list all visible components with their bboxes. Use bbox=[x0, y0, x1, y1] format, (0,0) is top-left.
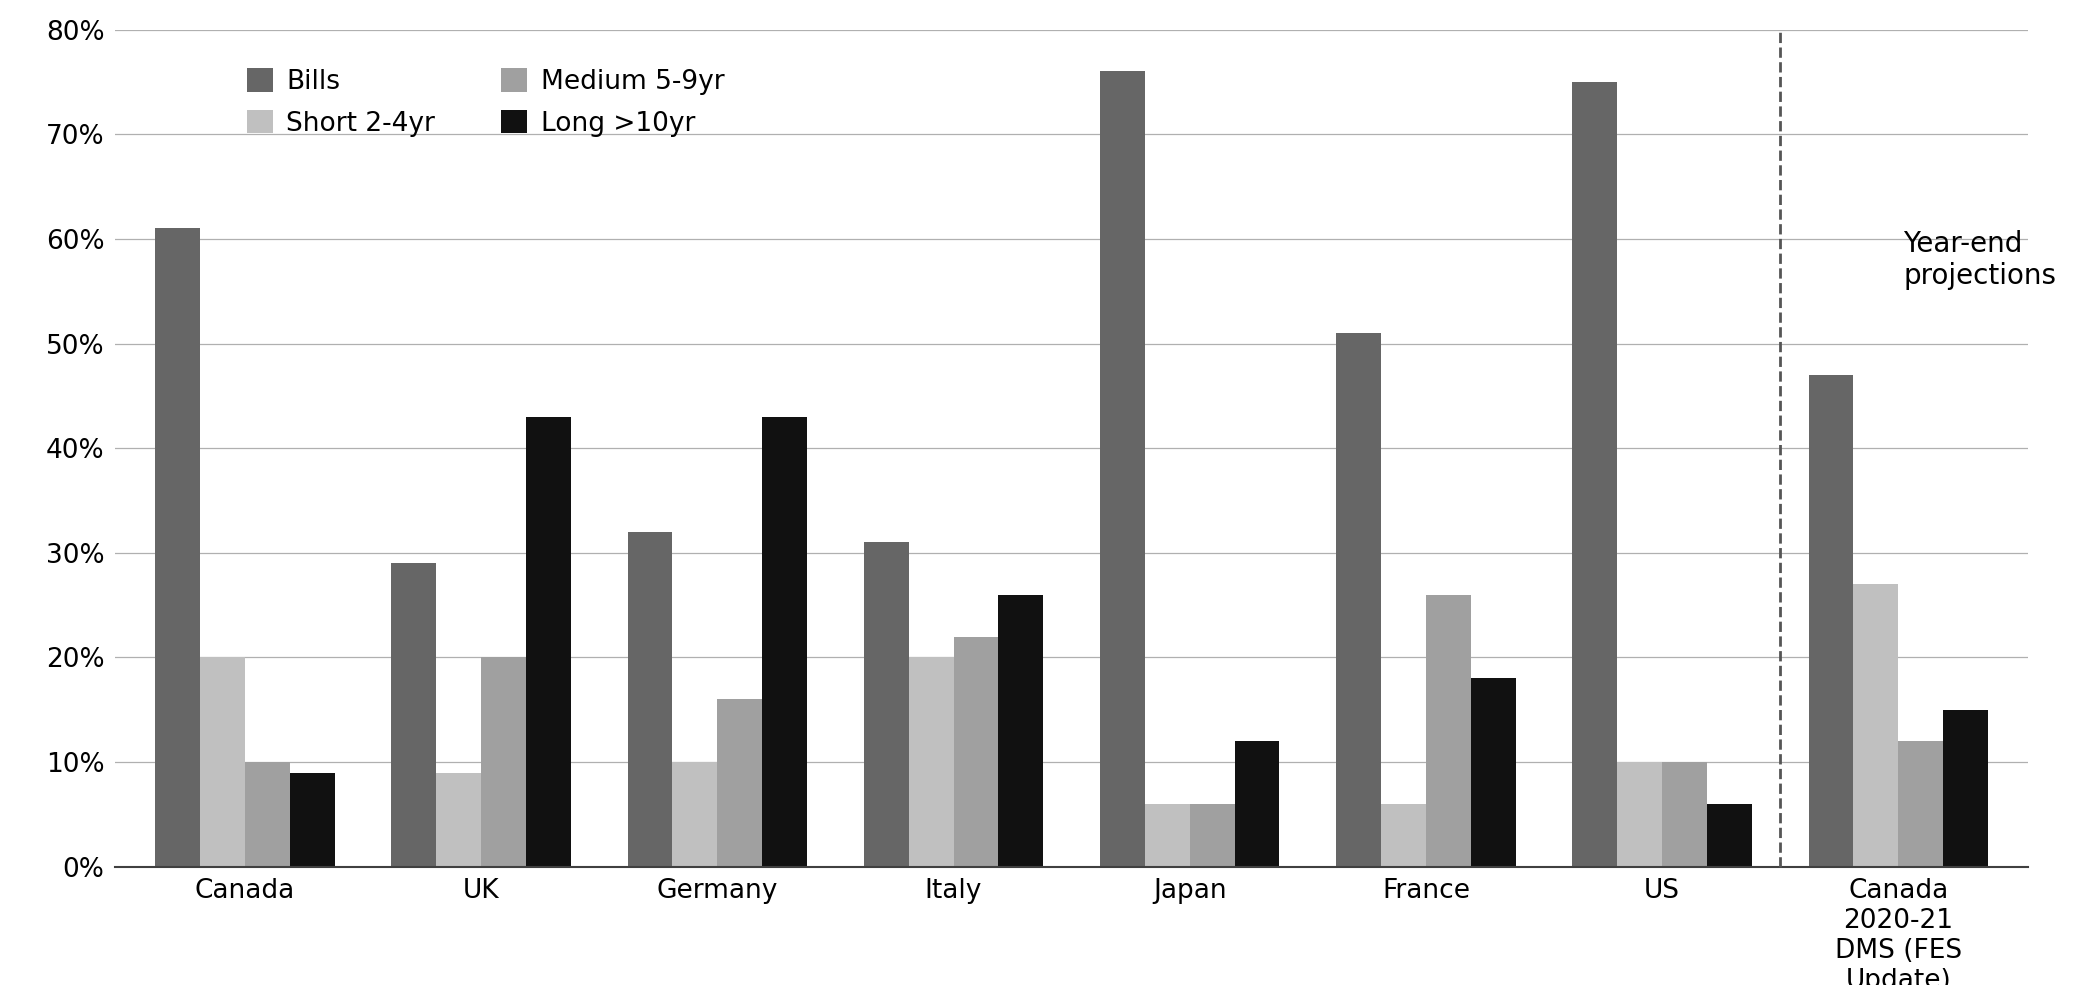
Bar bbox=[481, 658, 527, 867]
Bar bbox=[1336, 333, 1380, 867]
Bar bbox=[864, 543, 910, 867]
Bar bbox=[1943, 710, 1989, 867]
Bar bbox=[1706, 804, 1752, 867]
Bar bbox=[1853, 584, 1899, 867]
Bar bbox=[627, 532, 673, 867]
Bar bbox=[391, 563, 437, 867]
Bar bbox=[1234, 742, 1280, 867]
Bar bbox=[1100, 71, 1146, 867]
Bar bbox=[201, 658, 245, 867]
Bar bbox=[1380, 804, 1426, 867]
Bar bbox=[1146, 804, 1190, 867]
Bar bbox=[673, 762, 717, 867]
Bar bbox=[763, 417, 807, 867]
Bar bbox=[953, 636, 997, 867]
Bar bbox=[997, 595, 1043, 867]
Bar bbox=[1616, 762, 1662, 867]
Bar bbox=[1470, 679, 1516, 867]
Bar bbox=[155, 229, 201, 867]
Bar bbox=[527, 417, 571, 867]
Bar bbox=[717, 699, 763, 867]
Bar bbox=[1662, 762, 1706, 867]
Bar bbox=[291, 772, 335, 867]
Bar bbox=[245, 762, 291, 867]
Bar bbox=[1426, 595, 1470, 867]
Bar bbox=[1190, 804, 1234, 867]
Bar bbox=[1572, 82, 1616, 867]
Bar bbox=[910, 658, 953, 867]
Text: Year-end
projections: Year-end projections bbox=[1903, 230, 2055, 290]
Legend: Bills, Short 2-4yr, Medium 5-9yr, Long >10yr: Bills, Short 2-4yr, Medium 5-9yr, Long >… bbox=[234, 55, 738, 150]
Bar bbox=[1899, 742, 1943, 867]
Bar bbox=[1809, 375, 1853, 867]
Bar bbox=[437, 772, 481, 867]
